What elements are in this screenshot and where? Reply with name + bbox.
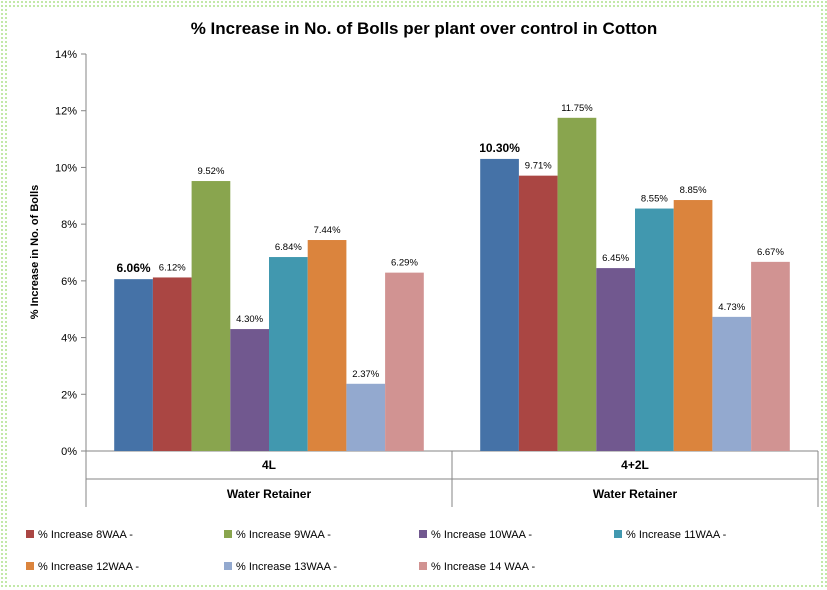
legend-label: % Increase 10WAA - xyxy=(431,529,532,541)
bar xyxy=(346,383,386,451)
legend-swatch xyxy=(26,562,34,570)
legend-swatch xyxy=(614,530,622,538)
legend-label: % Increase 12WAA - xyxy=(38,561,139,573)
legend-label: % Increase 9WAA - xyxy=(236,529,331,541)
y-tick-label: 12% xyxy=(55,106,77,118)
bar-data-label: 8.55% xyxy=(641,194,668,205)
bar xyxy=(635,208,674,451)
legend-label: % Increase 13WAA - xyxy=(236,561,337,573)
bar-data-label: 6.67% xyxy=(757,247,784,258)
bar-data-label: 8.85% xyxy=(680,185,707,196)
bar xyxy=(751,261,790,451)
y-axis-label: % Increase in No. of Bolls xyxy=(29,185,41,319)
bars xyxy=(114,117,790,452)
y-tick-label: 0% xyxy=(61,446,77,458)
legend-swatch xyxy=(419,530,427,538)
bar xyxy=(385,272,424,451)
bar xyxy=(269,257,308,451)
bar xyxy=(230,329,269,451)
legend-label: % Increase 8WAA - xyxy=(38,529,133,541)
x-group-label: Water Retainer xyxy=(227,487,312,501)
chart-area: % Increase in No. of Bolls per plant ove… xyxy=(8,7,819,585)
bar xyxy=(557,117,597,451)
bar-data-label: 6.06% xyxy=(117,261,151,275)
bar-data-label: 6.12% xyxy=(159,262,186,273)
x-axis-labels: 4L Water Retainer 4+2L Water Retainer xyxy=(227,458,678,501)
x-category-label: 4+2L xyxy=(621,458,649,472)
bar-labels: 6.06% 6.12% 9.52% 4.30% 6.84% 7.44% 2.37% 6.29%… xyxy=(117,103,785,380)
bar xyxy=(191,181,231,452)
bar-data-label: 10.30% xyxy=(479,141,520,155)
legend: % Increase 8WAA - % Increase 9WAA - % Incr… xyxy=(26,529,727,573)
chart-title: % Increase in No. of Bolls per plant ove… xyxy=(191,19,658,38)
bar-data-label: 11.75% xyxy=(561,103,593,114)
y-tick-label: 8% xyxy=(61,219,77,231)
bar-data-label: 9.52% xyxy=(197,166,224,177)
bar-data-label: 6.84% xyxy=(275,242,302,253)
y-tick-label: 14% xyxy=(55,49,77,61)
y-tick-label: 2% xyxy=(61,389,77,401)
bar xyxy=(152,277,192,451)
x-group-label: Water Retainer xyxy=(593,487,678,501)
legend-swatch xyxy=(224,562,232,570)
x-category-label: 4L xyxy=(262,458,276,472)
bar-data-label: 9.71% xyxy=(525,161,552,172)
bar-data-label: 4.73% xyxy=(718,302,745,313)
y-tick-label: 4% xyxy=(61,333,77,345)
legend-label: % Increase 14 WAA - xyxy=(431,561,535,573)
bar xyxy=(480,158,519,451)
legend-swatch xyxy=(26,530,34,538)
bar xyxy=(307,240,347,451)
bar-data-label: 7.44% xyxy=(314,225,341,236)
bar xyxy=(596,268,635,451)
bar-data-label: 2.37% xyxy=(352,369,379,380)
legend-swatch xyxy=(419,562,427,570)
bar-chart: % Increase in No. of Bolls per plant ove… xyxy=(26,19,819,573)
bar xyxy=(114,279,153,451)
bar-data-label: 6.45% xyxy=(602,253,629,264)
y-tick-label: 6% xyxy=(61,276,77,288)
bar xyxy=(518,175,558,451)
legend-swatch xyxy=(224,530,232,538)
legend-label: % Increase 11WAA - xyxy=(626,529,727,541)
bar xyxy=(673,200,713,451)
bar-data-label: 6.29% xyxy=(391,258,418,269)
bar xyxy=(712,316,752,451)
bar-data-label: 4.30% xyxy=(236,314,263,325)
y-tick-label: 10% xyxy=(55,162,77,174)
